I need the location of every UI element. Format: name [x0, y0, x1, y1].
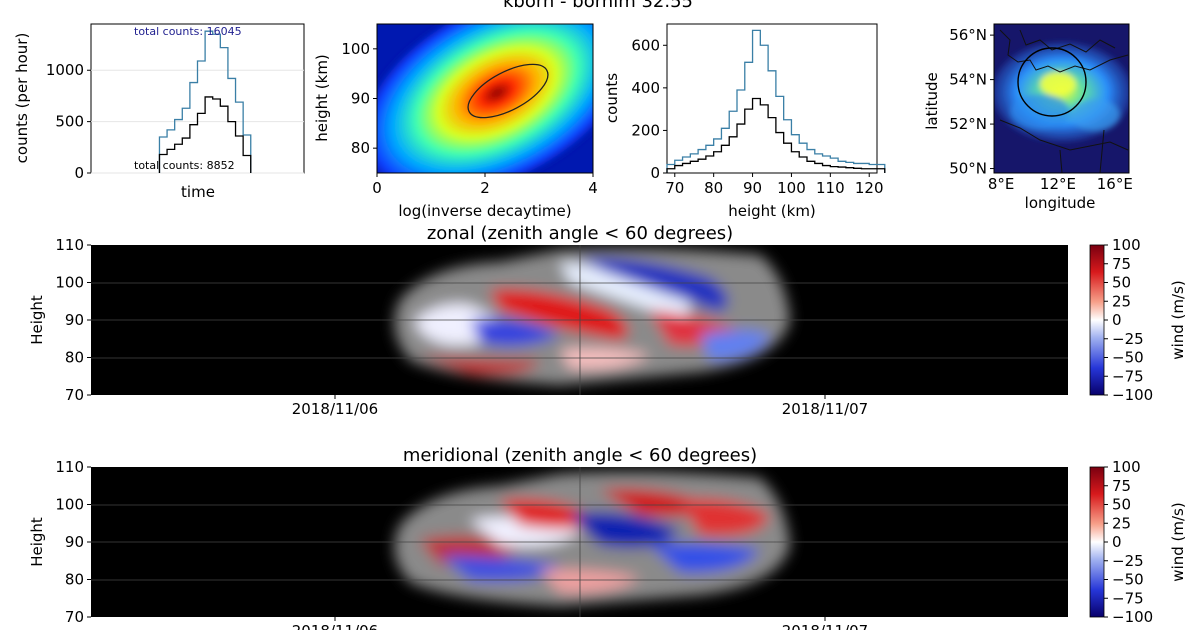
ytick-label: 100: [55, 274, 84, 292]
meridional-ylabel: Height: [28, 517, 46, 567]
ytick-label: 200: [631, 121, 660, 139]
xtick-label: 2: [480, 179, 490, 197]
radar-range-circle: [1017, 47, 1087, 117]
total-counts-line: [158, 30, 252, 173]
hourly-counts-panel: total counts: 16045 total counts: 8852 0…: [13, 23, 305, 201]
decaytime-ylabel: height (km): [313, 54, 331, 142]
ytick-label: 90: [65, 533, 84, 551]
zonal-ylabel: Height: [28, 295, 46, 345]
ytick-label: 110: [55, 458, 84, 476]
decaytime-contour: [467, 63, 549, 119]
colorbar-tick-label: −25: [1112, 330, 1144, 348]
xtick-label: 12°E: [1040, 175, 1076, 193]
meteor-density-map: [994, 42, 1129, 142]
xtick-label: 2018/11/06: [292, 622, 378, 630]
zonal-colorbar: [1089, 244, 1105, 396]
xtick-label: 16°E: [1097, 175, 1133, 193]
xtick-label: 110: [816, 179, 845, 197]
xtick-label: 2018/11/07: [782, 400, 868, 418]
decaytime-xlabel: log(inverse decaytime): [398, 202, 571, 220]
zonal-colorbar-label: wind (m/s): [1169, 280, 1187, 359]
colorbar-tick-label: 50: [1112, 496, 1131, 514]
hourly-counts-xlabel: time: [181, 183, 215, 201]
colorbar-tick-label: −50: [1112, 349, 1144, 367]
xtick-label: 4: [588, 179, 598, 197]
height-dist-xlabel: height (km): [728, 202, 816, 220]
colorbar-tick-label: −100: [1112, 386, 1153, 404]
map-ylabel: latitude: [923, 72, 941, 130]
colorbar-tick-label: 100: [1112, 236, 1141, 254]
decaytime-panel: 80 90 100 0 2 4 height (km) log(inverse decay…: [313, 23, 598, 220]
colorbar-tick-label: 25: [1112, 514, 1131, 532]
xtick-label: 0: [372, 179, 382, 197]
hourly-counts-axes: [90, 23, 305, 174]
colorbar-tick-label: −25: [1112, 552, 1144, 570]
xtick-label: 2018/11/07: [782, 622, 868, 630]
colorbar-tick-label: 50: [1112, 274, 1131, 292]
ytick-label: 70: [65, 608, 84, 626]
ytick-label: 70: [65, 386, 84, 404]
map-xlabel: longitude: [1025, 194, 1096, 212]
xtick-label: 8°E: [988, 175, 1015, 193]
ytick-label: 110: [55, 236, 84, 254]
colorbar-tick-label: 75: [1112, 477, 1131, 495]
ytick-label: 90: [65, 311, 84, 329]
ytick-label: 52°N: [949, 115, 987, 133]
total-counts-annotation: total counts: 16045: [134, 25, 242, 38]
ytick-label: 100: [341, 40, 370, 58]
xtick-label: 90: [743, 179, 762, 197]
meteor-map-panel: 50°N 52°N 54°N 56°N 8°E 12°E 16°E latitude lon…: [923, 23, 1133, 212]
ytick-label: 500: [55, 113, 84, 131]
ytick-label: 90: [351, 90, 370, 108]
meridional-wind-panel: meridional (zenith angle < 60 degrees) 7…: [28, 445, 1187, 630]
meridional-title: meridional (zenith angle < 60 degrees): [403, 445, 757, 466]
meridional-colorbar-label: wind (m/s): [1169, 502, 1187, 581]
zenith-counts-annotation: total counts: 8852: [134, 159, 235, 172]
ytick-label: 0: [74, 164, 84, 182]
zonal-wind-field: [394, 248, 790, 385]
ytick-label: 400: [631, 79, 660, 97]
ytick-label: 50°N: [949, 160, 987, 178]
ytick-label: 600: [631, 36, 660, 54]
height-dist-ylabel: counts: [603, 73, 621, 123]
xtick-label: 100: [777, 179, 806, 197]
meridional-colorbar: [1089, 466, 1105, 618]
colorbar-tick-label: 100: [1112, 458, 1141, 476]
ytick-label: 56°N: [949, 26, 987, 44]
colorbar-tick-label: −75: [1112, 589, 1144, 607]
colorbar-tick-label: 25: [1112, 292, 1131, 310]
xtick-label: 2018/11/06: [292, 400, 378, 418]
zonal-wind-panel: zonal (zenith angle < 60 degrees) 70 80 90…: [28, 223, 1187, 418]
coastline: [999, 29, 1129, 173]
xtick-label: 80: [704, 179, 723, 197]
figure-title: kborn - bornim 32.55: [503, 0, 693, 12]
ytick-label: 1000: [46, 61, 84, 79]
ytick-label: 0: [650, 164, 660, 182]
colorbar-tick-label: 0: [1112, 533, 1122, 551]
colorbar-tick-label: 75: [1112, 255, 1131, 273]
ytick-label: 80: [65, 571, 84, 589]
ytick-label: 100: [55, 496, 84, 514]
hourly-counts-ylabel: counts (per hour): [13, 33, 31, 164]
xtick-label: 70: [665, 179, 684, 197]
colorbar-tick-label: −50: [1112, 571, 1144, 589]
ytick-label: 54°N: [949, 71, 987, 89]
ytick-label: 80: [65, 349, 84, 367]
height-zenith-line: [666, 97, 886, 173]
ytick-label: 80: [351, 139, 370, 157]
decaytime-density: [377, 24, 593, 173]
colorbar-tick-label: −100: [1112, 608, 1153, 626]
zenith-counts-line: [158, 96, 252, 173]
colorbar-tick-label: 0: [1112, 311, 1122, 329]
height-distribution-panel: 0 200 400 600 70 80 90 100 110 120 counts height …: [603, 23, 886, 220]
xtick-label: 120: [855, 179, 884, 197]
zonal-title: zonal (zenith angle < 60 degrees): [427, 223, 733, 244]
height-total-line: [666, 29, 886, 173]
colorbar-tick-label: −75: [1112, 367, 1144, 385]
